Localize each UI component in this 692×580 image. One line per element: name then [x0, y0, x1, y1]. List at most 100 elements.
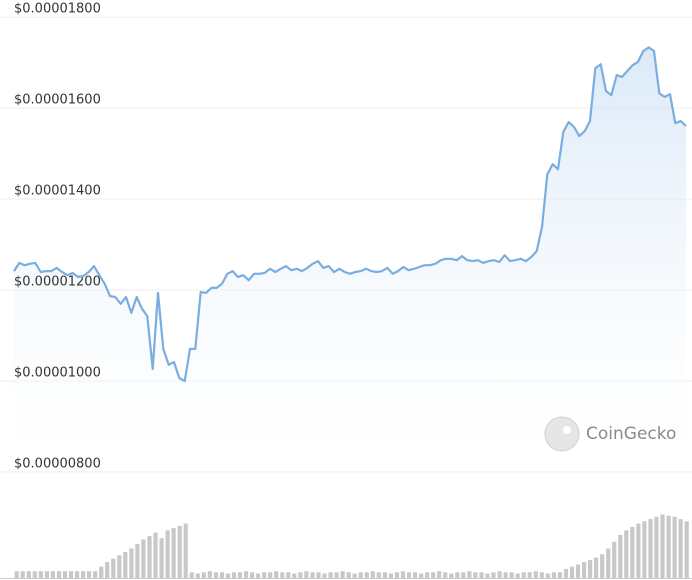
volume-bar — [684, 521, 689, 578]
volume-bar — [618, 534, 623, 578]
volume-bar — [75, 571, 80, 578]
volume-bar — [50, 571, 55, 578]
volume-bar — [636, 523, 641, 578]
volume-bar — [32, 571, 37, 578]
volume-bar — [582, 562, 587, 578]
volume-bar — [262, 572, 267, 578]
volume-bar — [183, 523, 188, 578]
price-line — [13, 46, 687, 383]
volume-bar — [207, 571, 212, 578]
volume-bar — [26, 571, 31, 578]
volume-bar — [286, 572, 291, 578]
volume-bar — [648, 519, 653, 578]
y-tick-label: $0.00001800 — [14, 2, 101, 17]
volume-bar — [195, 573, 200, 578]
volume-bar — [600, 554, 605, 578]
volume-bar — [388, 573, 393, 578]
volume-bar — [437, 571, 442, 578]
volume-bar — [455, 572, 460, 578]
volume-bar — [316, 572, 321, 578]
watermark: CoinGecko — [544, 416, 676, 452]
volume-bar — [449, 573, 454, 578]
volume-bar — [660, 514, 665, 578]
volume-bar — [310, 572, 315, 578]
volume-bar — [406, 572, 412, 578]
volume-bar — [123, 551, 128, 578]
volume-bar — [503, 572, 508, 578]
volume-bar — [87, 571, 92, 578]
volume-bar — [672, 516, 677, 578]
volume-bar — [237, 572, 243, 578]
volume-bar — [14, 571, 19, 578]
volume-bar — [485, 573, 490, 578]
volume-bar — [425, 572, 430, 578]
volume-bar — [382, 572, 387, 578]
volume-bar — [606, 548, 611, 578]
volume-bar — [594, 557, 599, 578]
volume-bar — [400, 571, 406, 578]
volume-bar — [642, 521, 647, 578]
volume-bar — [413, 572, 418, 578]
volume-bar — [666, 515, 671, 578]
volume-bar — [93, 571, 98, 578]
volume-bar — [394, 572, 400, 578]
volume-bar — [575, 564, 581, 578]
watermark-logo — [544, 416, 580, 452]
volume-bar — [225, 573, 230, 578]
volume-bar — [44, 571, 49, 578]
volume-bar — [268, 572, 273, 578]
volume-bar — [244, 571, 249, 578]
volume-bar — [624, 530, 629, 578]
volume-bar — [346, 572, 351, 578]
volume-bar — [491, 572, 496, 578]
volume-bar — [431, 572, 436, 578]
volume-bar — [370, 571, 375, 578]
volume-bar — [461, 572, 466, 578]
volume-bar — [62, 571, 68, 578]
volume-bar — [533, 571, 538, 578]
volume-bar — [177, 525, 182, 578]
volume-bar — [250, 572, 255, 578]
watermark-text: CoinGecko — [586, 424, 676, 444]
volume-bar — [443, 572, 448, 578]
volume-bar — [467, 571, 472, 578]
volume-bar — [545, 573, 550, 578]
volume-bar — [20, 571, 25, 578]
volume-bar — [569, 566, 575, 578]
volume-bar — [165, 530, 170, 578]
volume-bar — [292, 573, 297, 578]
volume-bar — [588, 559, 593, 578]
volume-bar — [334, 572, 339, 578]
volume-bar — [551, 572, 556, 578]
volume-bar — [201, 572, 206, 578]
volume-bar — [678, 519, 683, 578]
volume-bar — [364, 572, 369, 578]
volume-bar — [515, 573, 520, 578]
volume-bar — [563, 568, 569, 578]
volume-bar — [322, 573, 327, 578]
volume-bar — [159, 538, 164, 578]
volume-bar — [280, 572, 285, 578]
volume-bar — [630, 527, 635, 578]
volume-bar — [153, 532, 158, 578]
volume-bar — [328, 572, 333, 578]
volume-bar — [557, 572, 562, 578]
volume-bar — [304, 571, 309, 578]
volume-bar — [340, 571, 345, 578]
volume-bar — [473, 572, 478, 578]
volume-bar — [135, 544, 140, 578]
volume-bar — [213, 572, 218, 578]
volume-bar — [509, 572, 514, 578]
volume-bar — [497, 571, 502, 578]
volume-bar — [612, 541, 617, 578]
volume-bar — [298, 572, 303, 578]
volume-bar — [189, 572, 194, 578]
volume-bar — [68, 571, 74, 578]
y-tick-label: $0.00001600 — [14, 93, 101, 108]
y-tick-label: $0.00001200 — [14, 275, 101, 290]
y-tick-label: $0.00000800 — [14, 456, 101, 471]
volume-bar — [141, 539, 146, 578]
volume-bar — [111, 558, 116, 578]
y-tick-label: $0.00001000 — [14, 365, 101, 380]
